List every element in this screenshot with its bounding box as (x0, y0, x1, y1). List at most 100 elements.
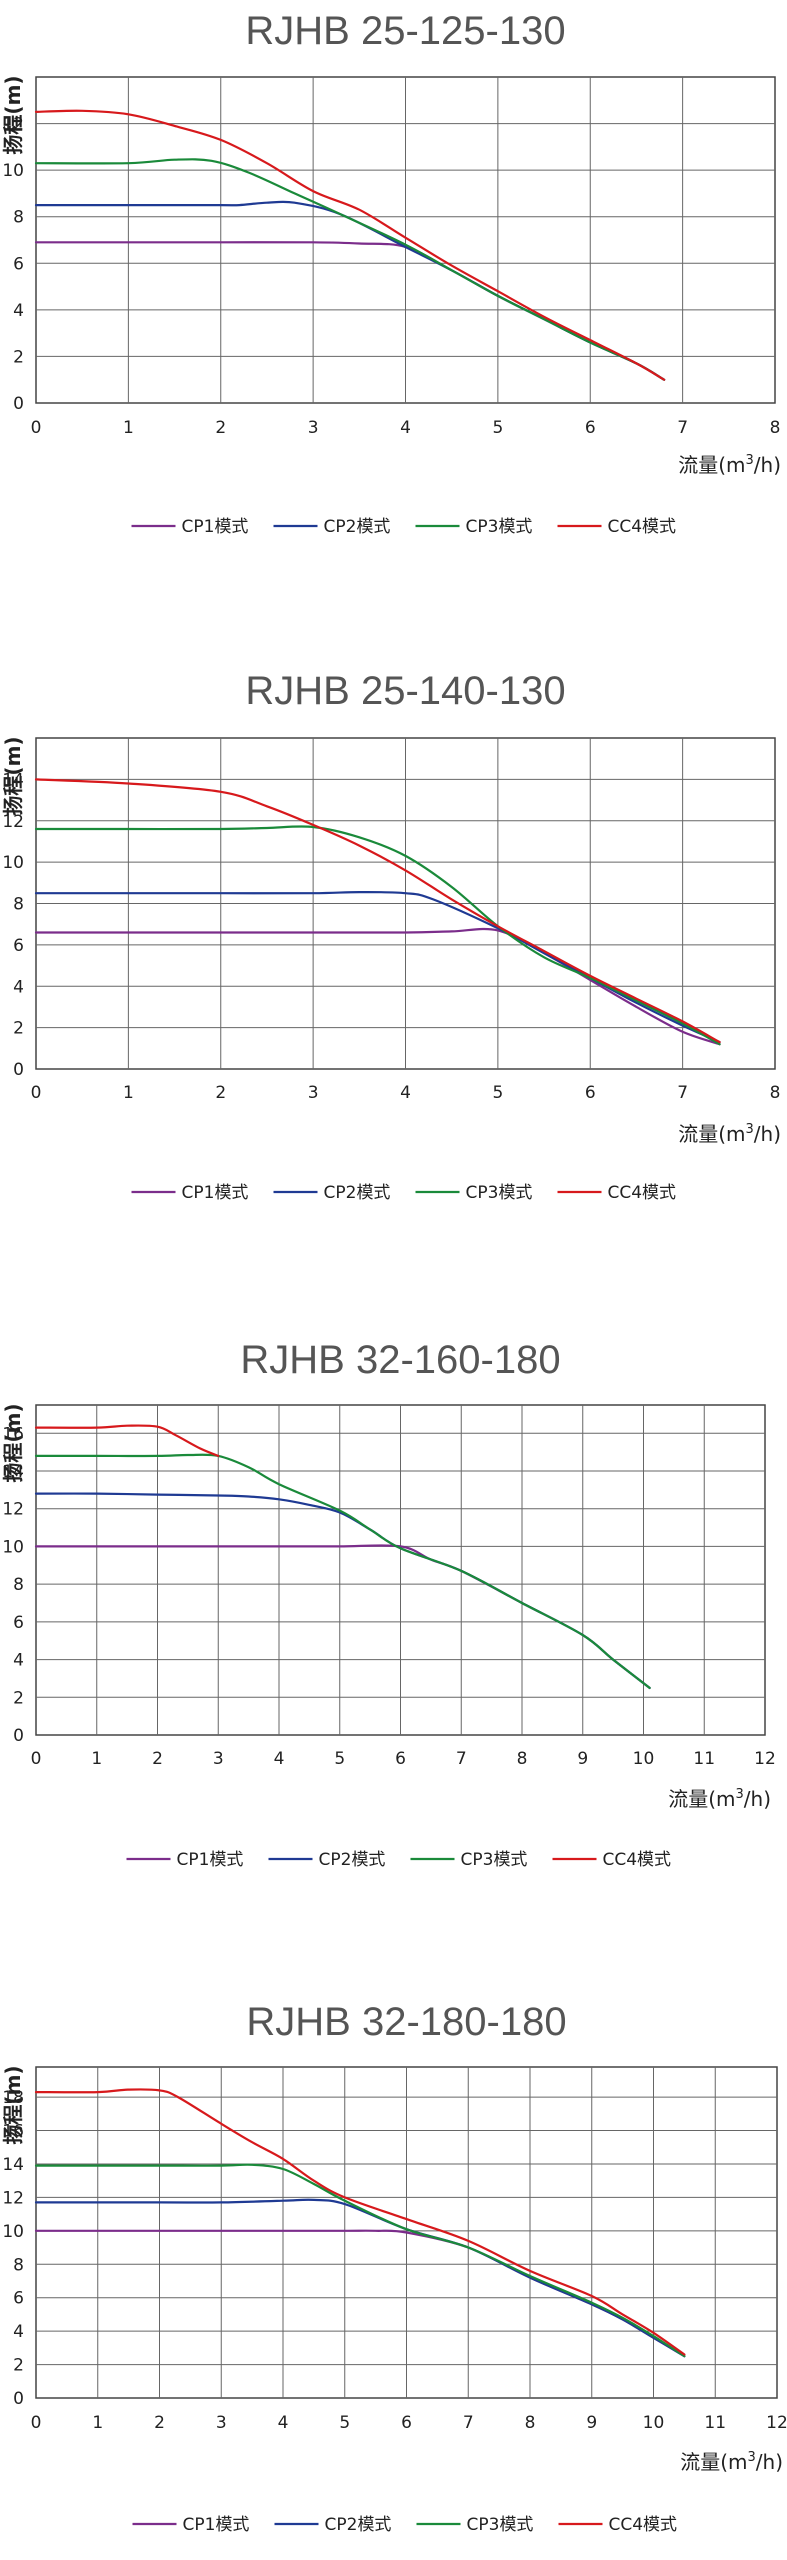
x-tick-label: 11 (693, 1749, 715, 1769)
legend-label: CP1模式 (177, 1850, 244, 1870)
x-tick-label: 3 (213, 1749, 224, 1769)
y-tick-label: 6 (13, 1613, 24, 1633)
x-tick-label: 3 (216, 2413, 227, 2433)
y-tick-label: 10 (2, 853, 24, 873)
y-tick-label: 4 (13, 977, 24, 997)
y-tick-label: 12 (2, 812, 24, 832)
x-tick-label: 4 (278, 2413, 289, 2433)
x-axis-label-main: 流量(m (668, 1787, 735, 1811)
y-tick-label: 14 (2, 2155, 24, 2175)
x-tick-label: 6 (401, 2413, 412, 2433)
series-line-CP3模式 (34, 1453, 651, 1689)
series-line-CP3模式 (34, 825, 721, 1046)
x-tick-label: 6 (585, 418, 596, 438)
x-tick-label: 0 (31, 418, 42, 438)
y-tick-label: 6 (13, 2289, 24, 2309)
y-tick-label: 6 (13, 936, 24, 956)
legend-label: CP2模式 (324, 1183, 391, 1203)
x-axis-label-tail: /h) (744, 1787, 771, 1811)
x-tick-label: 2 (152, 1749, 163, 1769)
y-tick-label: 8 (13, 208, 24, 228)
legend-label: CP2模式 (319, 1850, 386, 1870)
legend-label: CP2模式 (325, 2515, 392, 2535)
y-tick-label: 2 (13, 2356, 24, 2376)
legend-label: CP3模式 (461, 1850, 528, 1870)
y-tick-label: 6 (13, 254, 24, 274)
x-tick-label: 7 (677, 1083, 688, 1103)
legend-label: CP1模式 (183, 2515, 250, 2535)
x-tick-label: 4 (274, 1749, 285, 1769)
x-tick-label: 10 (643, 2413, 665, 2433)
x-tick-label: 2 (154, 2413, 165, 2433)
x-tick-label: 1 (91, 1749, 102, 1769)
legend-label: CC4模式 (603, 1850, 672, 1870)
series-line-CP1模式 (34, 1544, 651, 1689)
chart-title: RJHB 25-125-130 (245, 9, 565, 53)
y-tick-label: 8 (13, 2255, 24, 2275)
x-axis-label: 流量(m3/h) (680, 2450, 783, 2474)
x-tick-label: 1 (123, 418, 134, 438)
legend-label: CC4模式 (608, 1183, 677, 1203)
x-tick-label: 3 (308, 418, 319, 438)
legend-label: CC4模式 (608, 517, 677, 537)
y-tick-label: 8 (13, 1575, 24, 1595)
x-tick-label: 6 (585, 1083, 596, 1103)
y-axis-label: 扬程(m) (1, 75, 25, 154)
legend: CP1模式 CP2模式 CP3模式 CC4模式 (126, 1850, 672, 1870)
y-tick-label: 2 (13, 1688, 24, 1708)
series-line-CP2模式 (34, 200, 666, 381)
x-axis-label-superscript: 3 (746, 1122, 754, 1137)
x-tick-label: 1 (123, 1083, 134, 1103)
series-line-CP3模式 (34, 2163, 686, 2358)
x-axis-label-superscript: 3 (746, 453, 754, 468)
x-tick-label: 2 (215, 418, 226, 438)
series-line-CP1模式 (34, 927, 721, 1046)
legend: CP1模式 CP2模式 CP3模式 CC4模式 (132, 2515, 678, 2535)
y-tick-label: 16 (2, 2122, 24, 2142)
x-tick-label: 7 (456, 1749, 467, 1769)
chart-title: RJHB 32-180-180 (246, 2000, 566, 2044)
x-axis-label-tail: /h) (756, 2450, 783, 2474)
y-tick-label: 4 (13, 1651, 24, 1671)
x-tick-label: 8 (770, 418, 781, 438)
legend: CP1模式 CP2模式 CP3模式 CC4模式 (131, 1183, 677, 1203)
y-tick-label: 10 (2, 161, 24, 181)
x-tick-label: 11 (704, 2413, 726, 2433)
x-tick-label: 9 (586, 2413, 597, 2433)
x-tick-label: 12 (766, 2413, 787, 2433)
x-tick-label: 4 (400, 1083, 411, 1103)
y-tick-label: 16 (2, 1424, 24, 1444)
x-tick-label: 8 (770, 1083, 781, 1103)
x-axis-label: 流量(m3/h) (678, 453, 781, 477)
y-axis-label: 扬程(m) (1, 2065, 25, 2144)
x-tick-label: 3 (308, 1083, 319, 1103)
x-tick-label: 5 (492, 1083, 503, 1103)
y-axis-label: 扬程(m) (1, 1403, 25, 1482)
series-line-CP2模式 (34, 1492, 651, 1689)
x-tick-label: 2 (215, 1083, 226, 1103)
legend-label: CP3模式 (466, 517, 533, 537)
y-tick-label: 2 (13, 1019, 24, 1039)
x-tick-label: 9 (577, 1749, 588, 1769)
y-tick-label: 4 (13, 301, 24, 321)
y-tick-label: 8 (13, 895, 24, 915)
x-tick-label: 8 (517, 1749, 528, 1769)
x-axis-label-superscript: 3 (736, 1787, 744, 1802)
y-tick-label: 2 (13, 347, 24, 367)
x-tick-label: 1 (92, 2413, 103, 2433)
legend-label: CP1模式 (182, 517, 249, 537)
y-tick-label: 0 (13, 394, 24, 414)
y-tick-label: 10 (2, 2222, 24, 2242)
y-axis-label: 扬程(m) (1, 736, 25, 815)
chart-title: RJHB 25-140-130 (245, 669, 565, 713)
x-tick-label: 0 (31, 1083, 42, 1103)
x-tick-label: 5 (492, 418, 503, 438)
x-tick-label: 12 (754, 1749, 776, 1769)
x-axis-label: 流量(m3/h) (668, 1787, 771, 1811)
legend-label: CC4模式 (609, 2515, 678, 2535)
x-tick-label: 10 (633, 1749, 655, 1769)
series-line-CC4模式 (34, 2088, 686, 2356)
